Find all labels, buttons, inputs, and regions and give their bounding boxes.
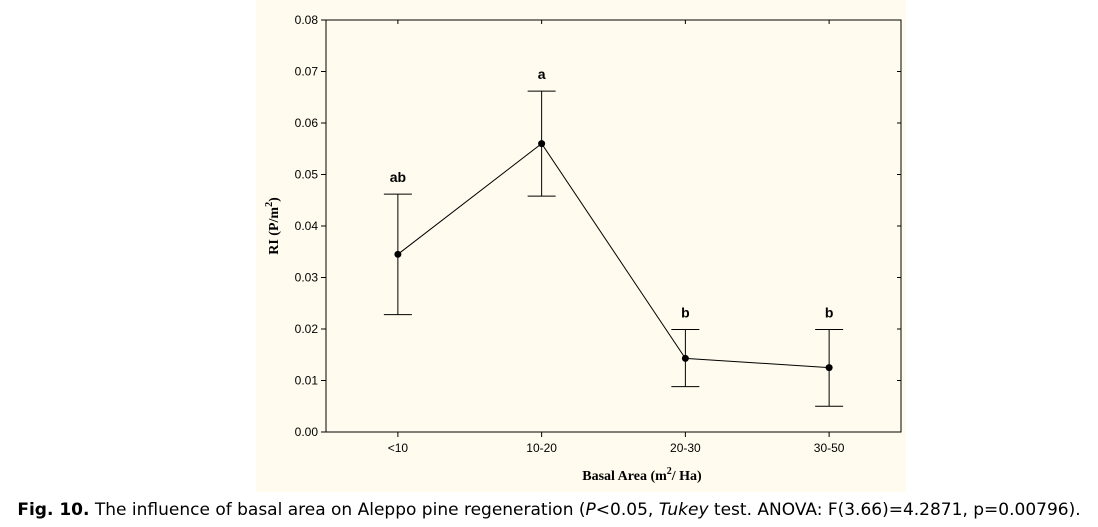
x-tick-label: 10-20 — [526, 441, 557, 455]
y-tick-label: 0.08 — [295, 13, 319, 27]
mean-line — [397, 142, 830, 369]
error-bars — [383, 90, 844, 407]
caption-text-2: <0.05, — [595, 500, 659, 520]
caption-p: P — [585, 500, 596, 520]
data-point — [538, 140, 546, 148]
significance-label: b — [681, 305, 690, 321]
x-tick-label: 20-30 — [670, 441, 701, 455]
figure-panel: 0.00 0.01 0.02 0.03 0.04 0.05 0.06 0.07 0.08 <10… — [256, 0, 906, 492]
significance-label: a — [538, 66, 546, 82]
y-tick-label: 0.04 — [295, 219, 319, 233]
x-axis-title: Basal Area (m2/ Ha) — [582, 466, 702, 484]
y-tick-label: 0.01 — [295, 374, 319, 388]
y-tick-label: 0.02 — [295, 322, 319, 336]
data-point — [681, 354, 689, 362]
y-tick-label: 0.03 — [295, 271, 319, 285]
axes — [325, 19, 902, 433]
y-tick-label: 0.06 — [295, 116, 319, 130]
data-points — [394, 140, 833, 372]
plot-frame — [325, 19, 902, 433]
x-axis-ticks: <10 10-20 20-30 30-50 — [388, 20, 845, 455]
y-tick-label: 0.07 — [295, 65, 319, 79]
y-axis-ticks: 0.00 0.01 0.02 0.03 0.04 0.05 0.06 0.07 0.08 — [295, 13, 901, 439]
series-line — [397, 142, 830, 369]
y-tick-label: 0.00 — [295, 425, 319, 439]
chart: 0.00 0.01 0.02 0.03 0.04 0.05 0.06 0.07 0.08 <10… — [264, 13, 902, 484]
caption-text-3: test. ANOVA: F(3.66)=4.2871, p=0.00796). — [708, 500, 1081, 520]
y-tick-label: 0.05 — [295, 168, 319, 182]
significance-label: b — [825, 305, 834, 321]
figure-caption: Fig. 10. The influence of basal area on … — [0, 500, 1098, 520]
caption-tukey: Tukey — [658, 500, 709, 520]
significance-label: ab — [390, 169, 406, 185]
x-tick-label: 30-50 — [814, 441, 845, 455]
y-axis-title: RI (P/m2) — [264, 197, 282, 255]
data-point — [394, 250, 402, 258]
x-tick-label: <10 — [388, 441, 409, 455]
data-point — [825, 364, 833, 372]
caption-text-1: The influence of basal area on Aleppo pi… — [89, 500, 586, 520]
caption-label: Fig. 10. — [17, 500, 90, 520]
